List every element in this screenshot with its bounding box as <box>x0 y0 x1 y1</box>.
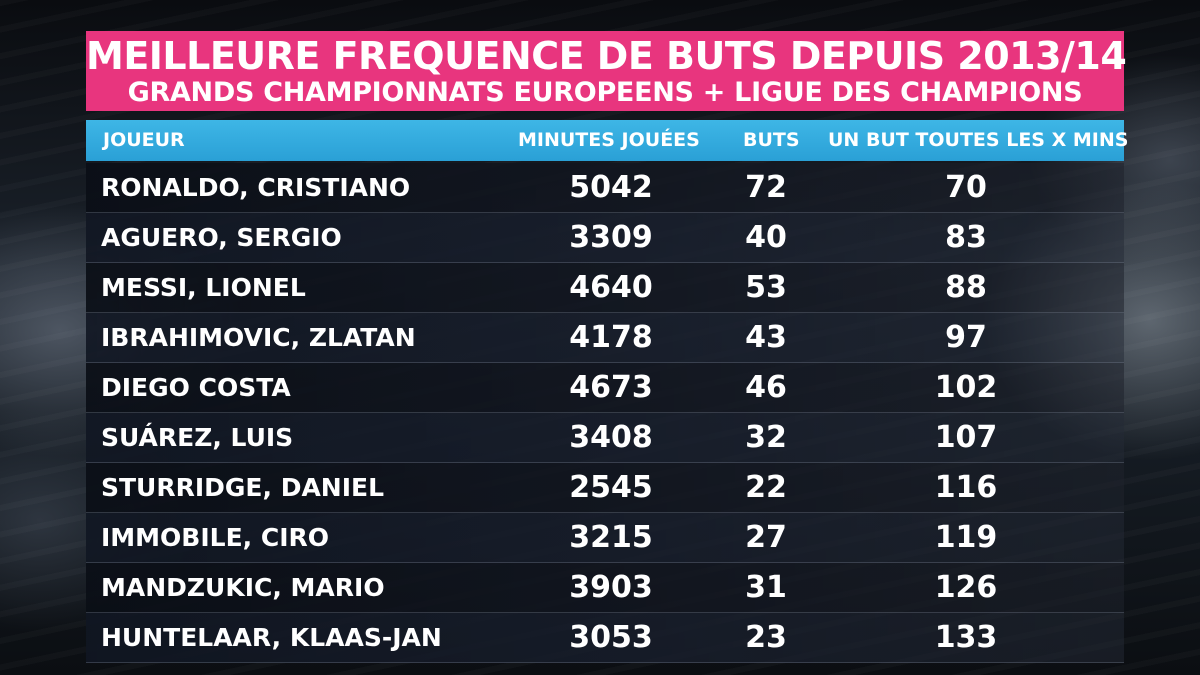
goals: 53 <box>745 270 787 305</box>
player-name: DIEGO COSTA <box>101 373 291 402</box>
minutes-played: 3408 <box>569 420 653 455</box>
goals: 31 <box>745 570 787 605</box>
main-title: MEILLEURE FREQUENCE DE BUTS DEPUIS 2013/… <box>86 34 1127 78</box>
minutes-per-goal: 133 <box>934 620 998 655</box>
minutes-per-goal: 119 <box>934 520 998 555</box>
minutes-played: 5042 <box>569 170 653 205</box>
table-row: SUÁREZ, LUIS 3408 32 107 <box>86 413 1124 463</box>
minutes-played: 3309 <box>569 220 653 255</box>
minutes-per-goal: 97 <box>945 320 987 355</box>
goals: 32 <box>745 420 787 455</box>
table-row: AGUERO, SERGIO 3309 40 83 <box>86 213 1124 263</box>
header-minutes: MINUTES JOUÉES <box>518 129 700 151</box>
minutes-played: 3903 <box>569 570 653 605</box>
header-player: JOUEUR <box>103 129 185 151</box>
player-name: HUNTELAAR, KLAAS-JAN <box>101 623 442 652</box>
table-row: RONALDO, CRISTIANO 5042 72 70 <box>86 163 1124 213</box>
player-name: AGUERO, SERGIO <box>101 223 342 252</box>
header-goals: BUTS <box>743 129 800 151</box>
minutes-played: 2545 <box>569 470 653 505</box>
player-name: MANDZUKIC, MARIO <box>101 573 385 602</box>
minutes-per-goal: 102 <box>934 370 998 405</box>
goals: 40 <box>745 220 787 255</box>
player-name: SUÁREZ, LUIS <box>101 423 294 452</box>
player-name: STURRIDGE, DANIEL <box>101 473 385 502</box>
minutes-played: 4640 <box>569 270 653 305</box>
minutes-played: 3215 <box>569 520 653 555</box>
player-name: MESSI, LIONEL <box>101 273 306 302</box>
goals: 43 <box>745 320 787 355</box>
minutes-played: 3053 <box>569 620 653 655</box>
minutes-played: 4673 <box>569 370 653 405</box>
table-header: JOUEUR MINUTES JOUÉES BUTS UN BUT TOUTES… <box>86 120 1128 161</box>
goals: 46 <box>745 370 787 405</box>
minutes-per-goal: 107 <box>934 420 998 455</box>
player-name: IMMOBILE, CIRO <box>101 523 330 552</box>
table-row: MESSI, LIONEL 4640 53 88 <box>86 263 1124 313</box>
table-row: DIEGO COSTA 4673 46 102 <box>86 363 1124 413</box>
goals: 27 <box>745 520 787 555</box>
player-name: RONALDO, CRISTIANO <box>101 173 411 202</box>
minutes-per-goal: 88 <box>945 270 987 305</box>
subtitle: GRANDS CHAMPIONNATS EUROPEENS + LIGUE DE… <box>127 77 1083 108</box>
minutes-per-goal: 70 <box>945 170 987 205</box>
table-row: STURRIDGE, DANIEL 2545 22 116 <box>86 463 1124 513</box>
header-frequency: UN BUT TOUTES LES X MINS <box>828 129 1129 151</box>
minutes-per-goal: 83 <box>945 220 987 255</box>
player-name: IBRAHIMOVIC, ZLATAN <box>101 323 416 352</box>
table-body: RONALDO, CRISTIANO 5042 72 70 AGUERO, SE… <box>86 163 1124 663</box>
goals: 23 <box>745 620 787 655</box>
goals: 22 <box>745 470 787 505</box>
table-row: IBRAHIMOVIC, ZLATAN 4178 43 97 <box>86 313 1124 363</box>
minutes-per-goal: 116 <box>934 470 998 505</box>
goals: 72 <box>745 170 787 205</box>
table-row: MANDZUKIC, MARIO 3903 31 126 <box>86 563 1124 613</box>
title-banner: MEILLEURE FREQUENCE DE BUTS DEPUIS 2013/… <box>86 31 1127 111</box>
minutes-played: 4178 <box>569 320 653 355</box>
table-row: HUNTELAAR, KLAAS-JAN 3053 23 133 <box>86 613 1124 663</box>
minutes-per-goal: 126 <box>934 570 998 605</box>
table-row: IMMOBILE, CIRO 3215 27 119 <box>86 513 1124 563</box>
